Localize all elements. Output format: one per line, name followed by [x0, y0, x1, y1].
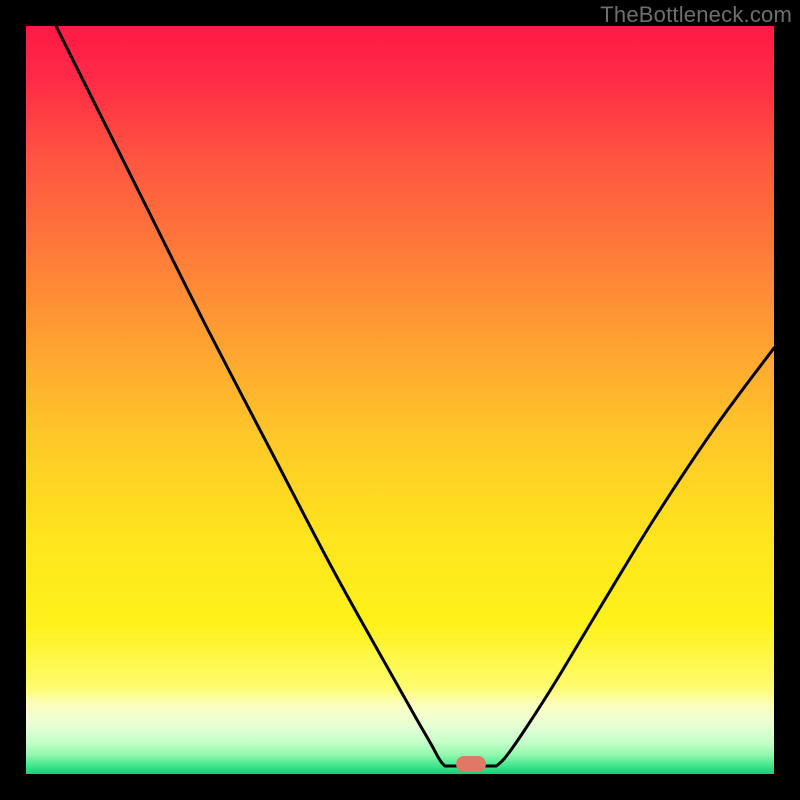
bottleneck-curve	[26, 26, 774, 774]
chart-frame: TheBottleneck.com	[0, 0, 800, 800]
watermark-text: TheBottleneck.com	[600, 2, 792, 28]
plot-area	[26, 26, 774, 774]
optimal-marker	[456, 756, 486, 772]
